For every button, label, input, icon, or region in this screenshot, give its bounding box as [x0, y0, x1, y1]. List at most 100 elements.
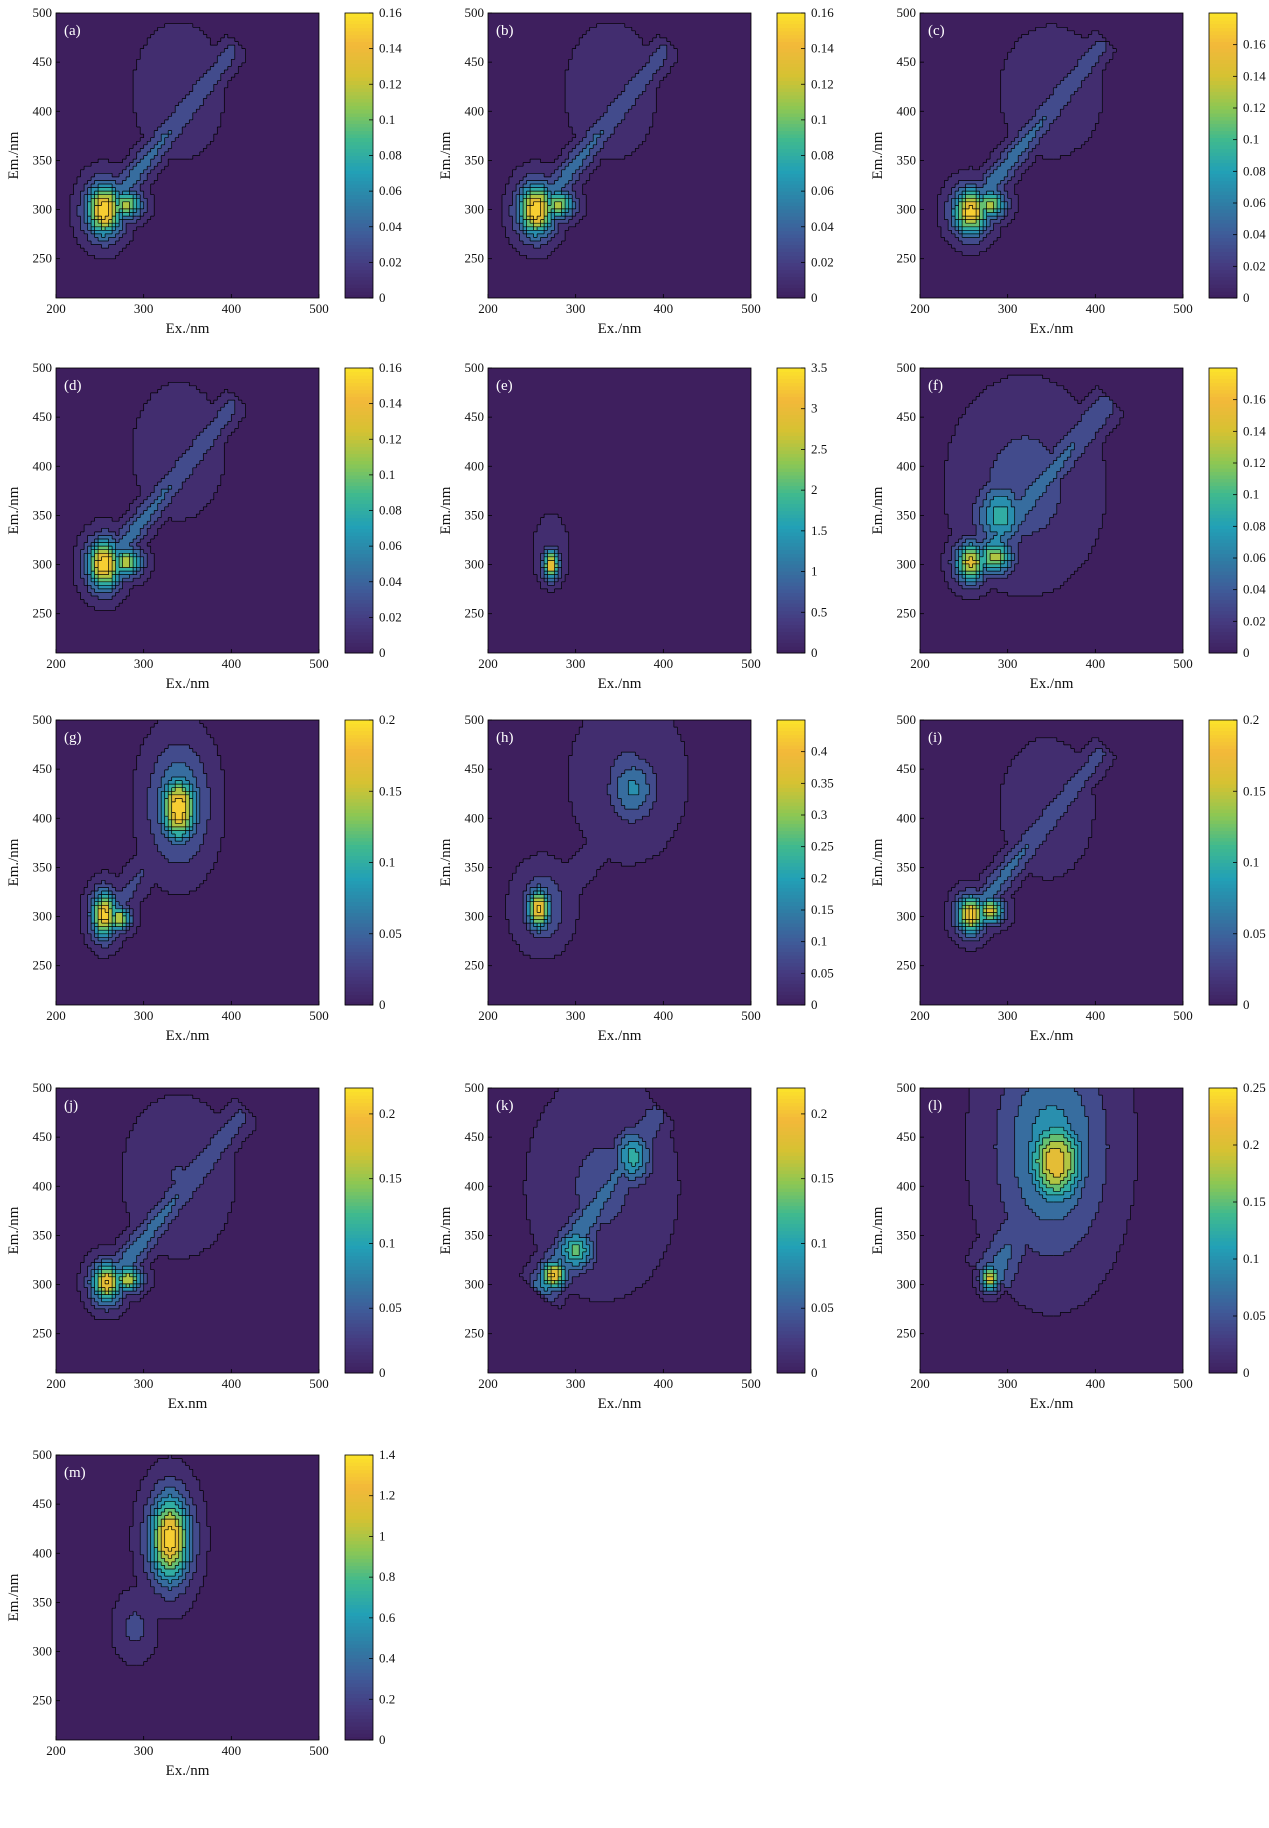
- colorbar-segment: [777, 588, 805, 593]
- plot-frame: [919, 12, 1184, 299]
- colorbar-segment: [345, 834, 373, 839]
- y-tick-label: 250: [897, 606, 917, 621]
- colorbar-segment: [777, 531, 805, 536]
- colorbar: 0 0.02 0.04 0.06 0.08 0.1 0.12 0.14 0.16: [1208, 12, 1266, 305]
- colorbar-segment: [777, 151, 805, 156]
- colorbar-segment: [1209, 1001, 1237, 1006]
- colorbar-segment: [1209, 233, 1237, 238]
- colorbar-tick-label: 0.15: [811, 1171, 834, 1186]
- colorbar-segment: [777, 1365, 805, 1370]
- colorbar-segment: [777, 385, 805, 390]
- x-tick-label: 300: [134, 1743, 154, 1758]
- colorbar-segment: [777, 912, 805, 917]
- colorbar-segment: [777, 80, 805, 85]
- colorbar-segment: [345, 1269, 373, 1274]
- colorbar-segment: [777, 848, 805, 853]
- colorbar-segment: [777, 425, 805, 430]
- colorbar-segment: [345, 489, 373, 494]
- colorbar-segment: [345, 262, 373, 267]
- colorbar-segment: [345, 1501, 373, 1506]
- y-tick-label: 500: [33, 1080, 53, 1095]
- colorbar-segment: [777, 123, 805, 128]
- colorbar-segment: [777, 592, 805, 597]
- colorbar-segment: [777, 496, 805, 501]
- colorbar-segment: [345, 1704, 373, 1709]
- colorbar-segment: [1209, 1127, 1237, 1132]
- colorbar-segment: [777, 382, 805, 387]
- panel-label: (f): [928, 378, 943, 394]
- colorbar-segment: [1209, 734, 1237, 739]
- colorbar-segment: [777, 1269, 805, 1274]
- colorbar-segment: [1209, 578, 1237, 583]
- colorbar-tick-label: 0.1: [379, 467, 395, 482]
- colorbar-segment: [777, 944, 805, 949]
- colorbar-segment: [777, 549, 805, 554]
- colorbar-tick-label: 0: [379, 290, 386, 305]
- colorbar-segment: [345, 428, 373, 433]
- colorbar-segment: [1209, 1262, 1237, 1267]
- colorbar-segment: [345, 755, 373, 760]
- colorbar-segment: [1209, 851, 1237, 856]
- colorbar-segment: [1209, 41, 1237, 46]
- colorbar-segment: [1209, 801, 1237, 806]
- colorbar-segment: [345, 474, 373, 479]
- colorbar-segment: [1209, 898, 1237, 903]
- colorbar-segment: [1209, 442, 1237, 447]
- colorbar-segment: [1209, 446, 1237, 451]
- colorbar-segment: [345, 226, 373, 231]
- colorbar-segment: [345, 94, 373, 99]
- colorbar-segment: [777, 937, 805, 942]
- colorbar-frame: [776, 719, 806, 1006]
- colorbar-segment: [345, 1654, 373, 1659]
- colorbar-segment: [1209, 410, 1237, 415]
- y-tick-label: 400: [465, 1178, 485, 1193]
- colorbar-segment: [345, 777, 373, 782]
- x-tick-label: 300: [134, 1008, 154, 1023]
- colorbar-segment: [345, 794, 373, 799]
- colorbar-segment: [345, 1593, 373, 1598]
- colorbar-segment: [777, 574, 805, 579]
- colorbar-tick-label: 1: [379, 1528, 386, 1543]
- x-tick-label: 400: [1086, 1376, 1106, 1391]
- panel-g: 200 300 400 500 250 300 350 400 450 500 Ex./nm Em./…: [6, 712, 402, 1044]
- colorbar-segment: [345, 759, 373, 764]
- colorbar-segment: [1209, 542, 1237, 547]
- colorbar-segment: [777, 1223, 805, 1228]
- colorbar-segment: [345, 521, 373, 526]
- y-tick-label: 450: [33, 54, 53, 69]
- colorbar-tick-label: 0.12: [811, 76, 834, 91]
- colorbar-segment: [345, 1519, 373, 1524]
- colorbar-segment: [1209, 1230, 1237, 1235]
- colorbar-segment: [777, 23, 805, 28]
- colorbar-segment: [1209, 784, 1237, 789]
- colorbar-segment: [345, 137, 373, 142]
- colorbar-segment: [777, 378, 805, 383]
- x-axis-label: Ex./nm: [1030, 1028, 1074, 1044]
- colorbar-segment: [777, 599, 805, 604]
- colorbar-segment: [777, 471, 805, 476]
- colorbar-segment: [1209, 976, 1237, 981]
- colorbar-tick-label: 0.15: [379, 783, 402, 798]
- colorbar-segment: [1209, 449, 1237, 454]
- colorbar-segment: [777, 994, 805, 999]
- colorbar-segment: [777, 510, 805, 515]
- y-tick-label: 350: [897, 1227, 917, 1242]
- colorbar-segment: [345, 891, 373, 896]
- colorbar-segment: [1209, 474, 1237, 479]
- colorbar-segment: [345, 930, 373, 935]
- colorbar-segment: [1209, 791, 1237, 796]
- colorbar-segment: [345, 1586, 373, 1591]
- y-tick-label: 500: [897, 1080, 917, 1095]
- panel-label: (i): [928, 730, 942, 746]
- colorbar-segment: [345, 1736, 373, 1741]
- colorbar-segment: [777, 241, 805, 246]
- colorbar-segment: [1209, 464, 1237, 469]
- colorbar-segment: [1209, 769, 1237, 774]
- colorbar-segment: [777, 933, 805, 938]
- colorbar-segment: [345, 389, 373, 394]
- colorbar-segment: [1209, 1202, 1237, 1207]
- colorbar-frame: [1208, 1087, 1238, 1374]
- colorbar: 0 0.05 0.1 0.15 0.2: [344, 1087, 402, 1380]
- colorbar-segment: [345, 876, 373, 881]
- colorbar-segment: [1209, 723, 1237, 728]
